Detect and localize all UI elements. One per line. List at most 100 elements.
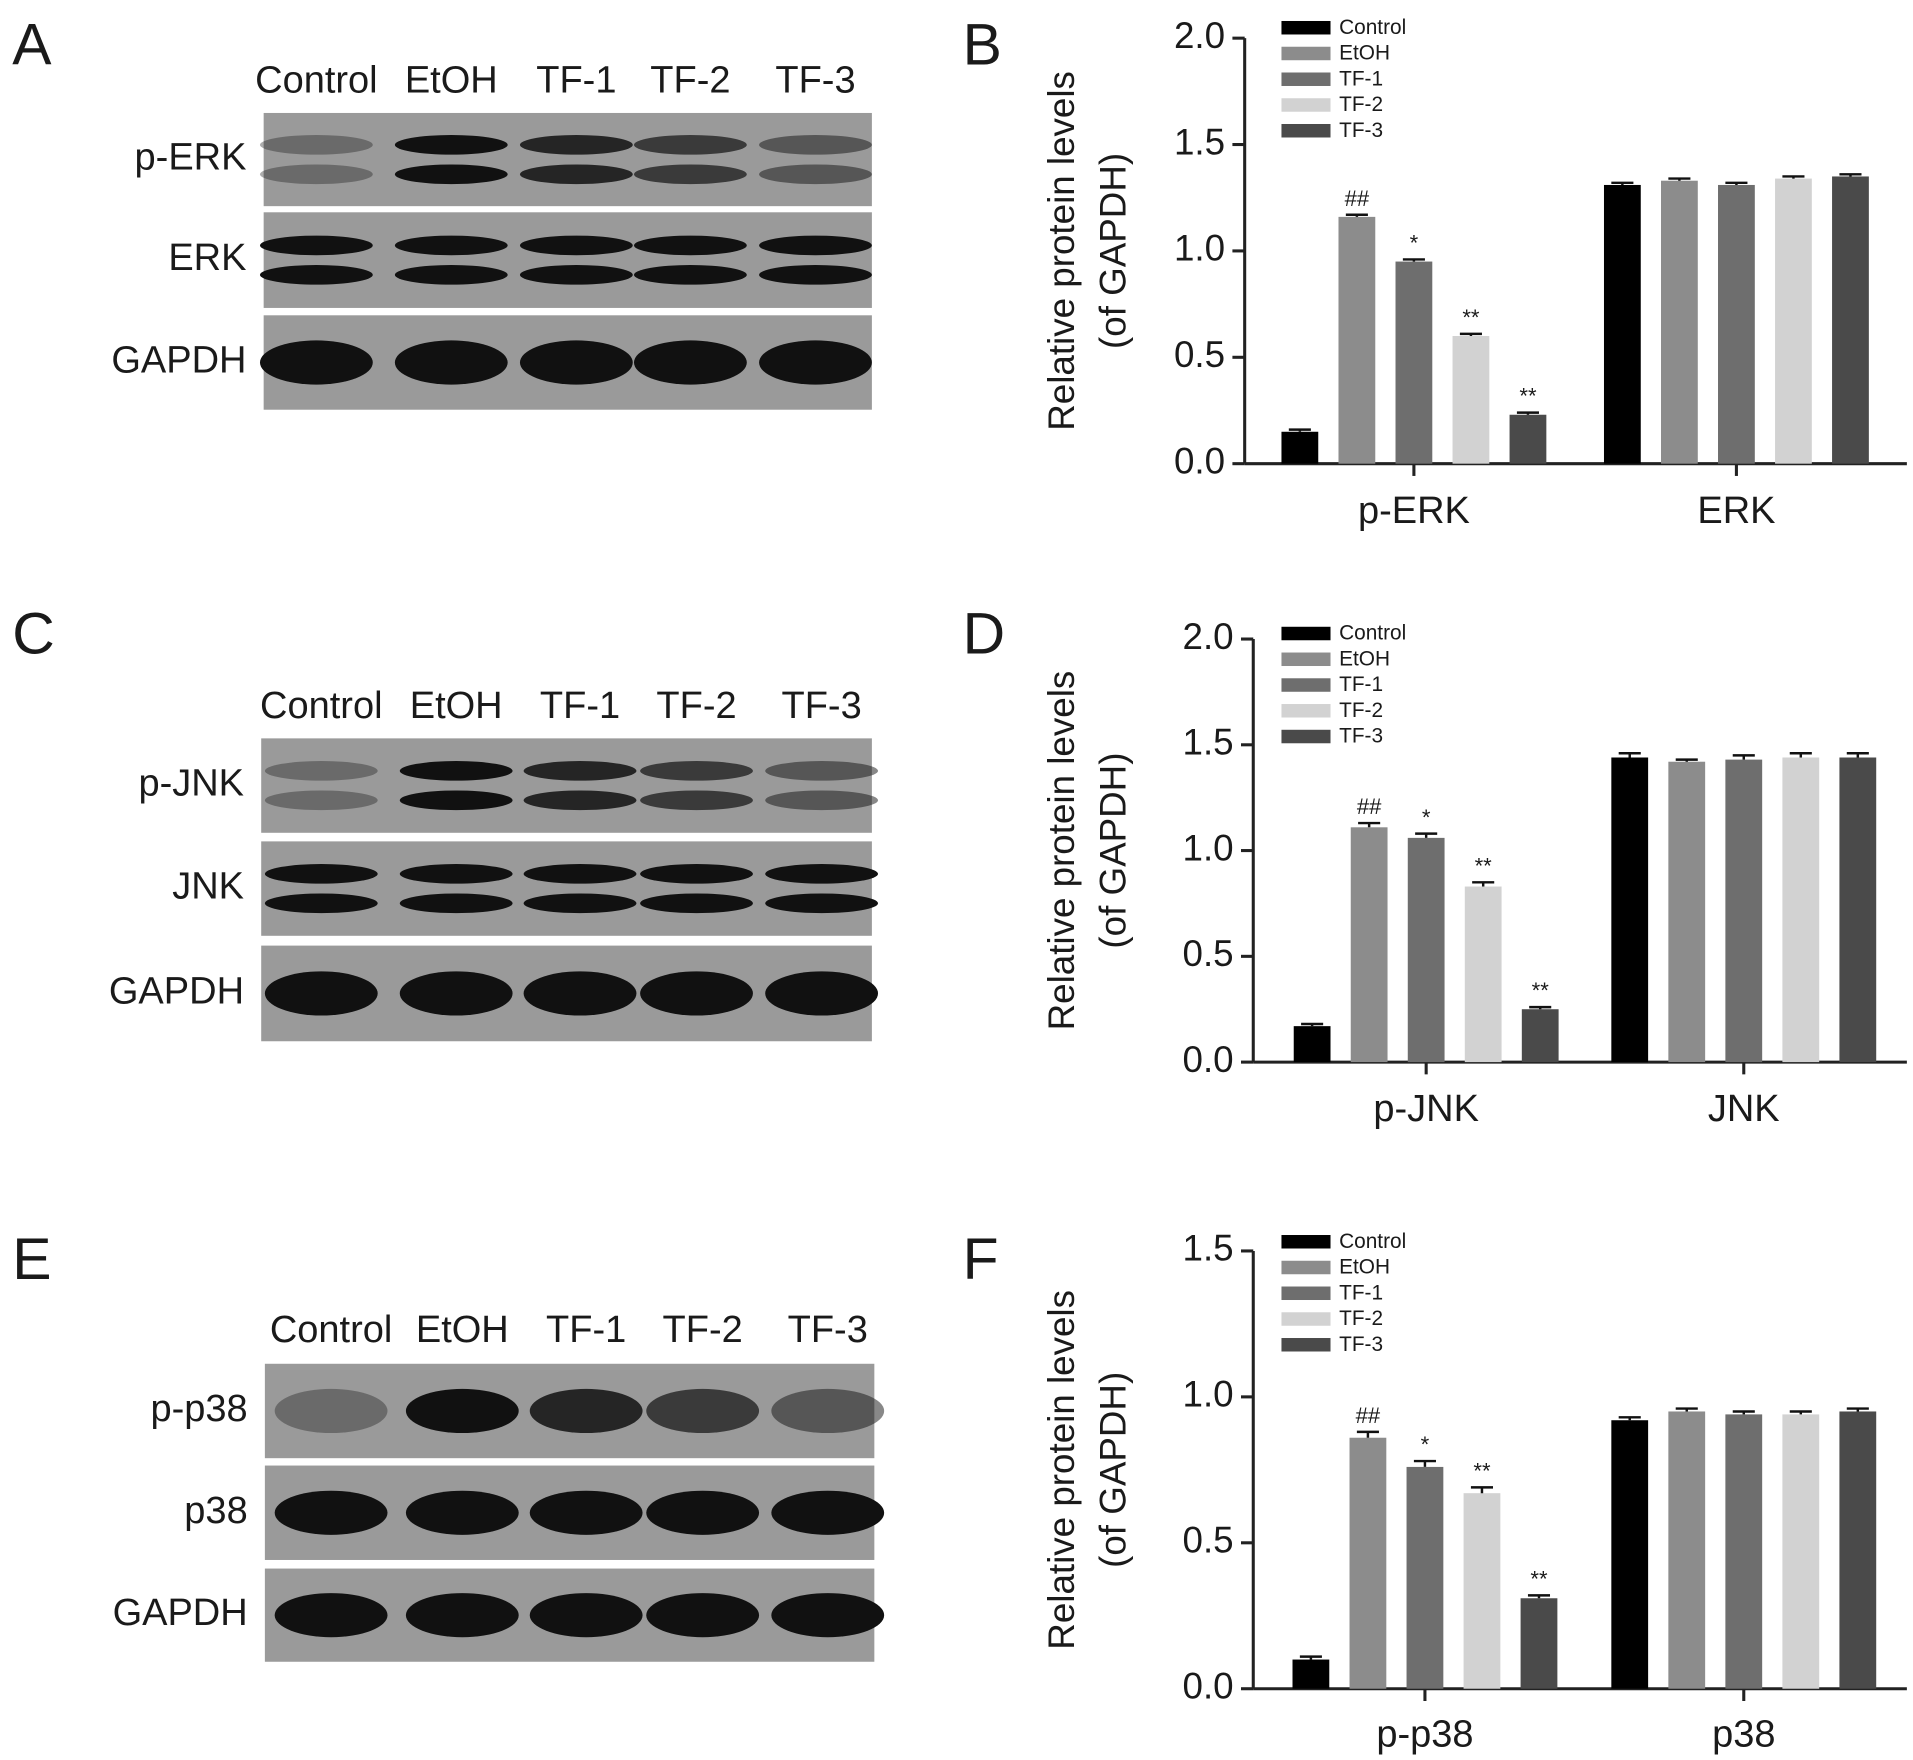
significance-mark: ## [1345,186,1370,211]
band [765,893,879,914]
lane-label: TF-3 [775,59,855,101]
lane-label: Control [255,59,378,101]
x-tick-label: ERK [1697,490,1775,532]
band [519,265,633,285]
significance-mark: * [1410,231,1419,256]
legend-swatch [1281,626,1331,641]
error-bar [1527,1594,1551,1599]
band [274,1490,388,1535]
band [640,761,753,781]
band [399,971,513,1016]
bar [1406,1466,1444,1689]
error-bar [1301,1022,1324,1027]
bar [1611,757,1649,1063]
lane-label: Control [260,685,383,727]
error-bar [1345,213,1368,217]
blot-strip [261,841,872,936]
band [529,1593,643,1638]
y-tick-label: 0.5 [1183,1520,1234,1561]
y-tick-label: 1.0 [1183,827,1234,868]
band [264,971,378,1016]
band [523,864,637,884]
x-tick-label: JNK [1708,1088,1780,1130]
y-tick-label: 0.5 [1174,334,1225,375]
error-bar [1725,181,1748,185]
band [259,135,373,155]
y-tick-label: 1.5 [1183,722,1234,763]
band [519,235,633,256]
x-tick-label: p38 [1712,1714,1775,1756]
y-tick-label: 1.0 [1183,1374,1234,1415]
band [759,135,872,155]
legend-label: TF-2 [1339,93,1383,116]
band [399,761,513,781]
band [771,1490,885,1535]
bar [1782,757,1820,1063]
lane-label: EtOH [410,685,503,727]
significance-mark: ** [1532,978,1550,1003]
row-label: p-JNK [138,763,244,805]
error-bar [1618,752,1641,758]
error-bar [1299,1655,1322,1660]
band [759,265,872,285]
row-label: ERK [168,237,246,279]
error-bar [1618,1416,1641,1421]
row-label: p-ERK [135,137,247,179]
lane-label: Control [270,1309,393,1351]
band [405,1388,519,1434]
band [529,1490,643,1535]
error-bar [1459,332,1482,337]
row-label: GAPDH [113,1592,248,1634]
lane-label: EtOH [416,1309,509,1351]
legend-swatch [1281,1312,1331,1326]
legend-swatch [1281,1286,1331,1301]
band [646,1490,760,1535]
band [640,864,753,884]
error-bar [1732,1410,1755,1415]
band [519,340,633,385]
error-bar [1789,752,1812,758]
error-bar [1358,821,1381,828]
band [640,790,753,811]
band [633,164,747,185]
band [399,790,513,811]
blot-strip [263,112,872,207]
legend-label: EtOH [1339,647,1390,670]
legend-swatch [1281,1338,1331,1352]
band [394,265,508,285]
band [646,1388,760,1434]
y-axis-label: (of GAPDH) [1093,1372,1134,1568]
y-tick-label: 1.5 [1174,121,1225,162]
y-axis-label: Relative protein levels [1041,1290,1082,1650]
band [640,971,753,1016]
y-axis-label: Relative protein levels [1041,671,1082,1031]
row-label: p-p38 [151,1388,248,1430]
band [394,164,508,185]
band [646,1593,760,1638]
band [519,164,633,185]
band [264,864,378,884]
legend-label: TF-3 [1339,725,1383,748]
band [519,135,633,155]
legend-swatch [1281,98,1331,112]
band [765,864,879,884]
band [259,340,373,385]
legend-label: TF-3 [1339,119,1383,142]
band [633,235,747,256]
legend-label: EtOH [1339,1256,1390,1279]
bar [1395,261,1433,464]
legend-label: TF-2 [1339,1307,1383,1330]
error-bar [1668,177,1691,181]
bar [1520,1598,1558,1689]
band [765,761,879,781]
band [759,164,872,185]
band [274,1593,388,1638]
bar [1839,1411,1877,1689]
bar [1281,431,1319,464]
lane-label: EtOH [405,59,498,101]
bar [1660,180,1698,464]
bar [1407,837,1445,1063]
y-tick-label: 0.5 [1183,933,1234,974]
error-bar [1470,1486,1493,1494]
legend-swatch [1281,123,1331,138]
